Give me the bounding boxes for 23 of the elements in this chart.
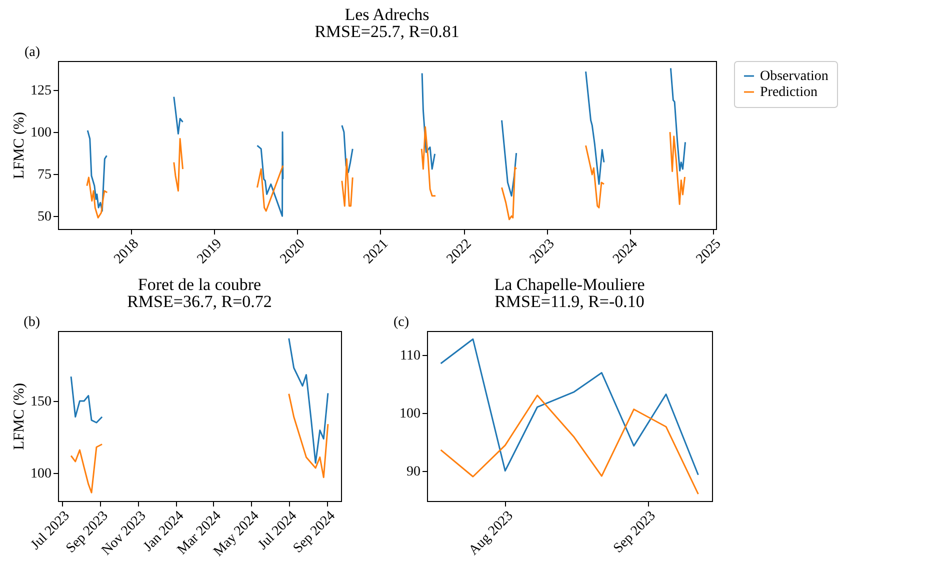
line-series: [440, 394, 699, 495]
legend-label: Observation: [760, 69, 828, 84]
y-tick-label: 100: [400, 406, 420, 422]
y-tick-label: 50: [38, 210, 52, 225]
chart-title: Les Adrechs: [344, 5, 430, 24]
chart-subtitle: RMSE=36.7, R=0.72: [127, 292, 272, 311]
y-tick-label: 125: [30, 84, 52, 99]
chart-title: Foret de la coubre: [138, 275, 262, 294]
y-tick-label: 75: [38, 168, 52, 183]
text: (b): [24, 315, 40, 330]
y-tick-label: 100: [30, 466, 52, 482]
y-tick-label: 110: [400, 348, 420, 364]
chart-title: La Chapelle-Mouliere: [494, 275, 645, 294]
y-axis-title: LFMC (%): [12, 382, 28, 450]
y-tick-label: 150: [30, 394, 52, 410]
y-tick-label: 100: [30, 126, 52, 141]
text: (a): [24, 45, 40, 60]
chart-subtitle: RMSE=25.7, R=0.81: [314, 22, 460, 41]
y-axis-title: LFMC (%): [12, 112, 28, 180]
text: (c): [393, 315, 410, 330]
legend-label: Prediction: [760, 85, 818, 100]
y-tick-label: 90: [406, 464, 420, 480]
line-series: [440, 338, 699, 476]
